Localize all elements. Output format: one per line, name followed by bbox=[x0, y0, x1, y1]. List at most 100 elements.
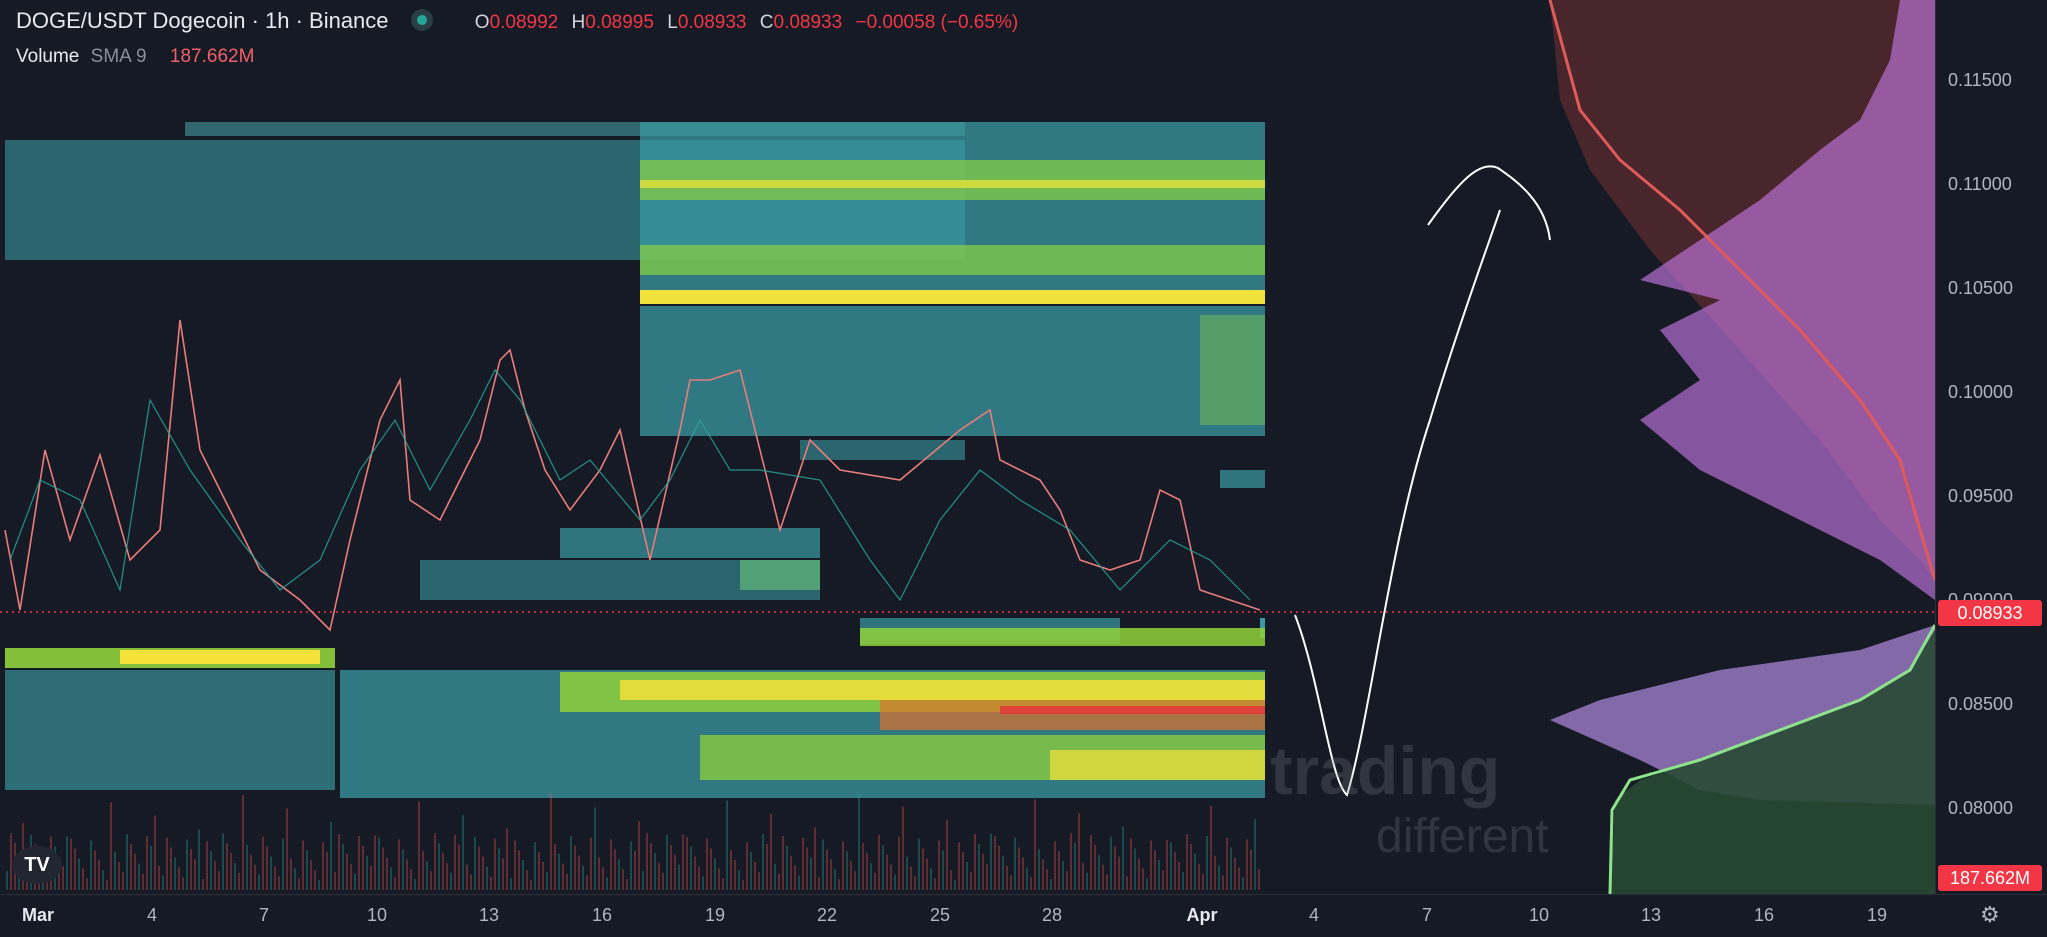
volume-bar bbox=[442, 853, 444, 890]
tradingview-logo-icon[interactable]: TV bbox=[12, 846, 62, 884]
volume-bar bbox=[858, 793, 860, 890]
volume-bar bbox=[1146, 878, 1148, 890]
settings-gear-icon[interactable]: ⚙ bbox=[1980, 902, 2000, 927]
volume-bar bbox=[282, 838, 284, 890]
volume-bar bbox=[434, 833, 436, 890]
volume-bar bbox=[430, 871, 432, 890]
liquidity-heatmap-top bbox=[5, 122, 1265, 488]
volume-bar bbox=[358, 835, 360, 890]
volume-bar bbox=[718, 868, 720, 890]
volume-bar bbox=[682, 834, 684, 890]
volume-bar bbox=[458, 844, 460, 890]
volume-bar bbox=[254, 864, 256, 890]
volume-bar bbox=[578, 855, 580, 890]
volume-bar bbox=[298, 878, 300, 890]
volume-bar bbox=[506, 828, 508, 890]
volume-bars bbox=[6, 793, 1260, 890]
volume-bar bbox=[1082, 862, 1084, 890]
liquidity-heatmap-mid bbox=[420, 528, 1265, 644]
symbol-title[interactable]: DOGE/USDT Dogecoin · 1h · Binance bbox=[16, 8, 389, 33]
price-tick: 0.10500 bbox=[1948, 278, 2014, 298]
chart-canvas[interactable] bbox=[0, 0, 1935, 894]
watermark: trading different bbox=[1270, 737, 1549, 870]
volume-bar bbox=[846, 851, 848, 890]
volume-bar bbox=[390, 867, 392, 890]
volume-bar bbox=[1210, 805, 1212, 890]
volume-bar bbox=[666, 835, 668, 890]
volume-bar bbox=[78, 858, 80, 890]
ohlc-close-value: 0.08933 bbox=[773, 12, 843, 33]
time-tick: 22 bbox=[816, 905, 838, 925]
volume-bar bbox=[986, 863, 988, 890]
volume-bar bbox=[326, 852, 328, 890]
volume-bar bbox=[726, 800, 728, 890]
volume-bar bbox=[66, 836, 68, 890]
volume-bar bbox=[550, 794, 552, 890]
volume-bar bbox=[266, 846, 268, 890]
volume-bar bbox=[466, 864, 468, 890]
volume-bar bbox=[790, 855, 792, 890]
volume-bar bbox=[238, 872, 240, 890]
watermark-line2: different bbox=[1376, 810, 1549, 863]
volume-bar bbox=[786, 845, 788, 890]
volume-bar bbox=[302, 840, 304, 890]
price-tick: 0.09500 bbox=[1948, 486, 2014, 506]
time-tick: 10 bbox=[366, 905, 388, 925]
volume-bar bbox=[1190, 844, 1192, 890]
volume-label: Volume bbox=[16, 46, 80, 67]
volume-bar bbox=[638, 821, 640, 890]
volume-bar bbox=[962, 852, 964, 890]
volume-bar bbox=[586, 875, 588, 890]
volume-bar bbox=[102, 870, 104, 890]
time-tick: 10 bbox=[1528, 905, 1550, 925]
volume-bar bbox=[662, 872, 664, 890]
time-tick: 4 bbox=[146, 905, 158, 925]
volume-bar bbox=[214, 861, 216, 890]
volume-bar bbox=[318, 880, 320, 890]
price-axis[interactable] bbox=[1935, 0, 2047, 894]
volume-bar bbox=[1258, 869, 1260, 890]
volume-bar bbox=[446, 862, 448, 890]
volume-bar bbox=[106, 880, 108, 890]
volume-bar bbox=[182, 877, 184, 890]
volume-bar bbox=[922, 848, 924, 890]
volume-bar bbox=[714, 858, 716, 890]
volume-bar bbox=[478, 846, 480, 890]
volume-bar bbox=[650, 843, 652, 890]
volume-bar bbox=[1042, 859, 1044, 890]
ohlc-open-key: O bbox=[474, 12, 490, 33]
volume-bar bbox=[1002, 855, 1004, 890]
volume-bar bbox=[902, 806, 904, 890]
volume-bar bbox=[690, 846, 692, 890]
volume-bar bbox=[354, 873, 356, 890]
volume-bar bbox=[206, 841, 208, 890]
volume-bar bbox=[490, 876, 492, 890]
volume-bar bbox=[566, 873, 568, 890]
volume-bar bbox=[122, 871, 124, 890]
volume-bar bbox=[810, 857, 812, 890]
volume-bar bbox=[530, 880, 532, 890]
time-tick: 19 bbox=[1866, 905, 1888, 925]
volume-bar bbox=[526, 870, 528, 890]
volume-bar bbox=[146, 835, 148, 890]
volume-bar bbox=[418, 801, 420, 890]
volume-bar bbox=[826, 849, 828, 890]
volume-bar bbox=[610, 839, 612, 890]
volume-bar bbox=[330, 822, 332, 890]
chart-area[interactable]: DOGE/USDT Dogecoin · 1h · Binance O 0.089… bbox=[0, 0, 1935, 894]
volume-legend[interactable]: Volume SMA 9 187.662M bbox=[16, 46, 254, 68]
volume-bar bbox=[1186, 834, 1188, 890]
volume-bar bbox=[618, 859, 620, 890]
volume-bar bbox=[494, 838, 496, 890]
volume-bar bbox=[882, 844, 884, 890]
volume-bar bbox=[314, 870, 316, 890]
volume-bar bbox=[1090, 835, 1092, 890]
volume-bar bbox=[778, 873, 780, 890]
volume-bar bbox=[110, 802, 112, 890]
time-axis[interactable] bbox=[0, 894, 2047, 937]
volume-bar bbox=[654, 853, 656, 890]
price-change: −0.00058 (−0.65%) bbox=[855, 12, 1019, 33]
symbol-legend[interactable]: DOGE/USDT Dogecoin · 1h · Binance O 0.089… bbox=[16, 8, 1018, 34]
volume-bar bbox=[850, 861, 852, 890]
volume-bar bbox=[878, 835, 880, 890]
